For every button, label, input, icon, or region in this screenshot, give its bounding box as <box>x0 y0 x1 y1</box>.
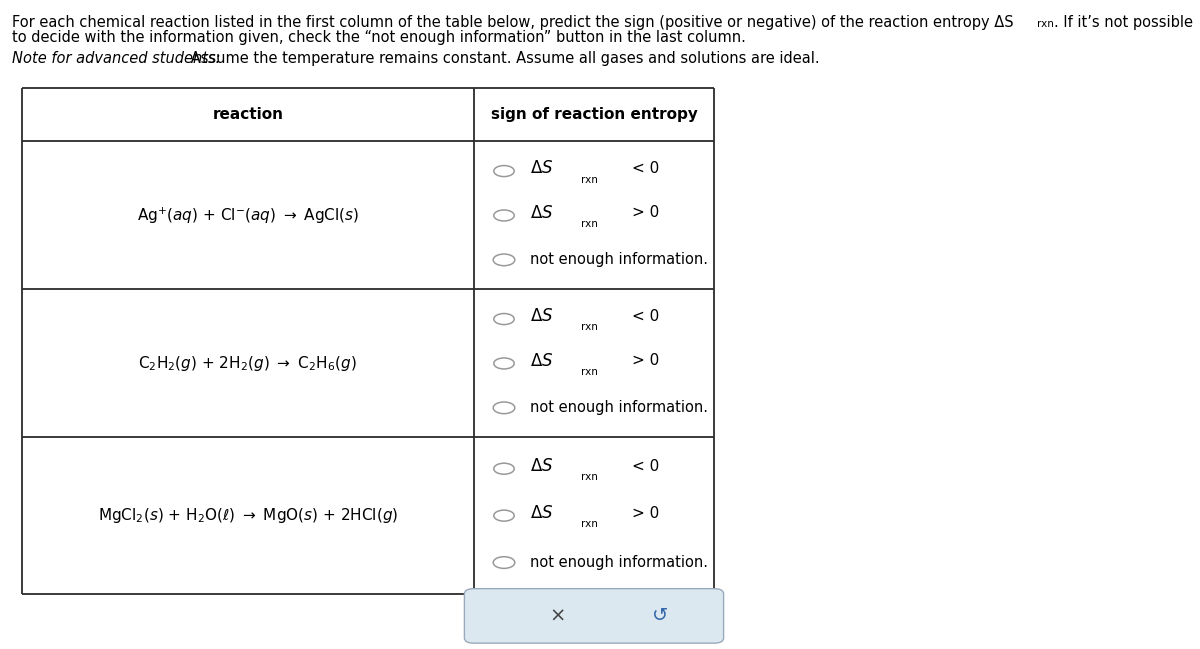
Text: $\Delta S$: $\Delta S$ <box>530 308 554 325</box>
Text: < 0: < 0 <box>632 459 660 474</box>
FancyBboxPatch shape <box>464 589 724 643</box>
Text: > 0: > 0 <box>632 506 660 520</box>
Text: rxn: rxn <box>581 367 598 377</box>
Text: sign of reaction entropy: sign of reaction entropy <box>491 107 697 122</box>
Text: C$_{2}$H$_{2}$$(g)$ + 2H$_{2}$$(g)$ $\rightarrow$ C$_{2}$H$_{6}$$(g)$: C$_{2}$H$_{2}$$(g)$ + 2H$_{2}$$(g)$ $\ri… <box>138 354 358 373</box>
Text: ↺: ↺ <box>652 606 668 626</box>
Text: ×: × <box>550 606 566 626</box>
Text: . If it’s not possible: . If it’s not possible <box>1054 15 1193 30</box>
Text: to decide with the information given, check the “not enough information” button : to decide with the information given, ch… <box>12 30 746 45</box>
Text: > 0: > 0 <box>632 353 660 369</box>
Text: rxn: rxn <box>581 219 598 229</box>
Text: reaction: reaction <box>212 107 283 122</box>
Text: Note for advanced students:: Note for advanced students: <box>12 51 221 66</box>
Text: rxn: rxn <box>581 472 598 482</box>
Text: $\Delta S$: $\Delta S$ <box>530 160 554 177</box>
Text: Assume the temperature remains constant. Assume all gases and solutions are idea: Assume the temperature remains constant.… <box>186 51 820 66</box>
Text: not enough information.: not enough information. <box>530 252 708 267</box>
Text: < 0: < 0 <box>632 161 660 176</box>
Text: For each chemical reaction listed in the first column of the table below, predic: For each chemical reaction listed in the… <box>12 15 1014 30</box>
Text: $\Delta S$: $\Delta S$ <box>530 352 554 370</box>
Text: not enough information.: not enough information. <box>530 400 708 415</box>
Text: rxn: rxn <box>581 175 598 184</box>
Text: not enough information.: not enough information. <box>530 555 708 570</box>
Text: Ag$^{+}$$(aq)$ + Cl$^{-}$$(aq)$ $\rightarrow$ AgCl$(s)$: Ag$^{+}$$(aq)$ + Cl$^{-}$$(aq)$ $\righta… <box>137 205 359 226</box>
Text: rxn: rxn <box>581 323 598 332</box>
Text: < 0: < 0 <box>632 309 660 324</box>
Text: $\Delta S$: $\Delta S$ <box>530 457 554 475</box>
Text: rxn: rxn <box>581 519 598 529</box>
Text: $\Delta S$: $\Delta S$ <box>530 204 554 222</box>
Text: $\Delta S$: $\Delta S$ <box>530 504 554 522</box>
Text: MgCl$_{2}$$(s)$ + H$_{2}$O$(ℓ)$ $\rightarrow$ MgO$(s)$ + 2HCl$(g)$: MgCl$_{2}$$(s)$ + H$_{2}$O$(ℓ)$ $\righta… <box>97 506 398 525</box>
Text: > 0: > 0 <box>632 205 660 221</box>
Text: rxn: rxn <box>1037 19 1054 29</box>
